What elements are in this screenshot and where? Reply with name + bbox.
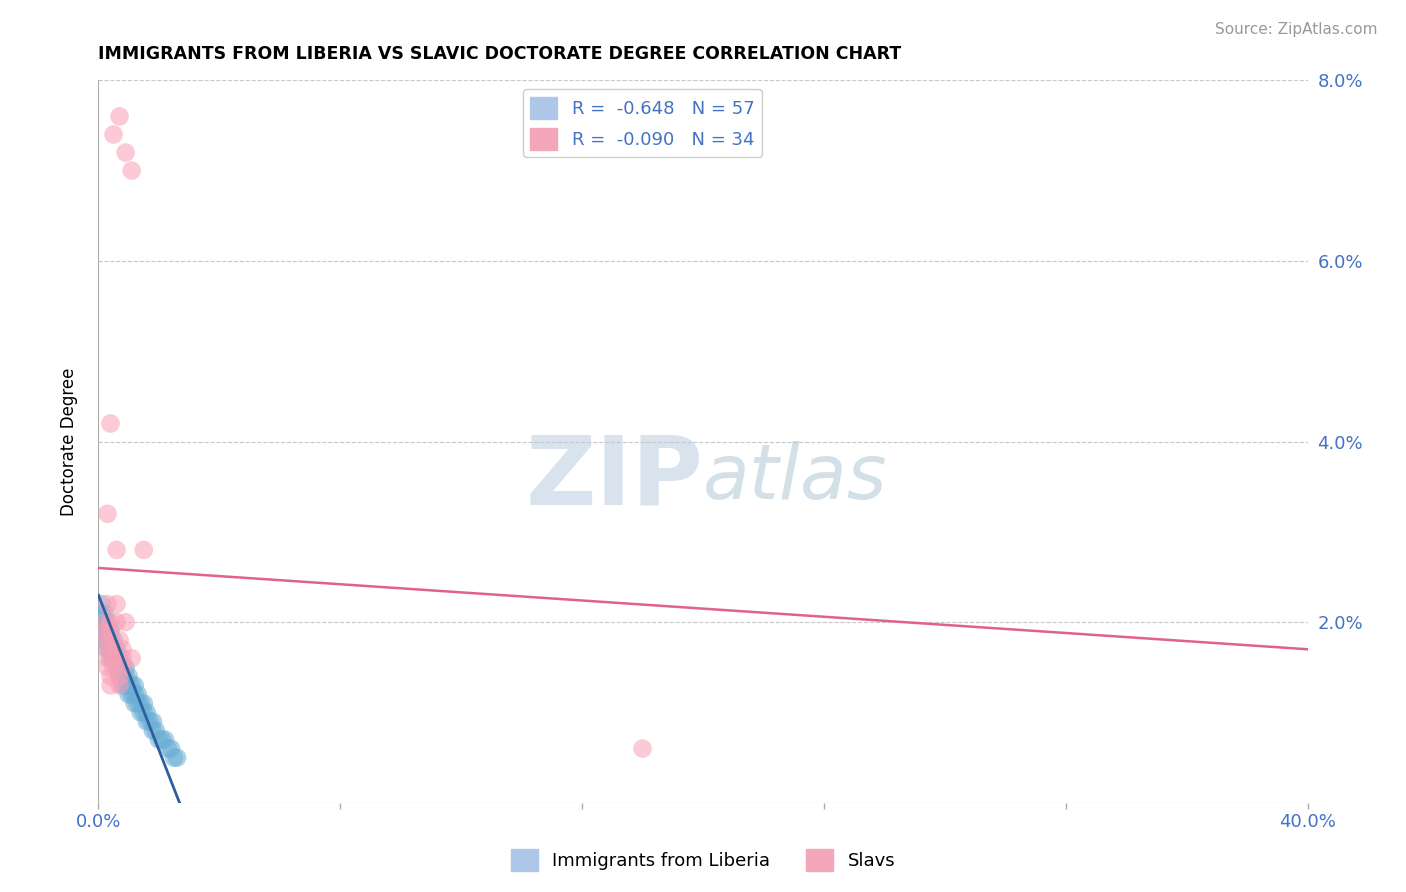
Point (111, 660, 134, 674)
Legend: Immigrants from Liberia, Slavs: Immigrants from Liberia, Slavs (503, 842, 903, 879)
Point (118, 678, 141, 692)
Point (100, 624, 122, 639)
Point (96, 507, 118, 521)
Text: Source: ZipAtlas.com: Source: ZipAtlas.com (1215, 22, 1378, 37)
Point (93, 615, 115, 630)
Point (121, 651, 143, 665)
Point (90, 615, 112, 630)
Point (114, 669, 136, 683)
Point (163, 750, 186, 764)
Point (132, 706, 155, 720)
Point (124, 678, 146, 692)
Point (148, 732, 170, 747)
Point (96, 642, 118, 657)
Point (105, 642, 128, 657)
Point (111, 669, 134, 683)
Point (114, 678, 136, 692)
Point (108, 669, 131, 683)
Point (111, 642, 134, 657)
Point (100, 651, 122, 665)
Point (108, 109, 131, 123)
Point (93, 606, 115, 620)
Text: atlas: atlas (703, 441, 887, 515)
Point (93, 633, 115, 648)
Point (142, 723, 165, 738)
Point (90, 606, 112, 620)
Point (96, 633, 118, 648)
Point (132, 697, 155, 711)
Point (121, 163, 143, 178)
Point (129, 697, 152, 711)
Point (124, 697, 146, 711)
Point (156, 741, 179, 756)
Point (105, 542, 128, 557)
Point (96, 615, 118, 630)
Point (100, 633, 122, 648)
Point (124, 687, 146, 701)
Point (114, 660, 136, 674)
Point (103, 651, 125, 665)
Point (105, 597, 128, 611)
Point (96, 597, 118, 611)
Text: ZIP: ZIP (524, 431, 703, 524)
Point (145, 723, 167, 738)
Point (135, 706, 157, 720)
Point (100, 624, 122, 639)
Point (153, 732, 176, 747)
Point (114, 145, 136, 160)
Point (93, 624, 115, 639)
Point (108, 651, 131, 665)
Point (118, 687, 141, 701)
Point (100, 417, 122, 431)
Point (166, 750, 188, 764)
Point (103, 128, 125, 142)
Text: IMMIGRANTS FROM LIBERIA VS SLAVIC DOCTORATE DEGREE CORRELATION CHART: IMMIGRANTS FROM LIBERIA VS SLAVIC DOCTOR… (98, 45, 901, 63)
Point (100, 678, 122, 692)
Point (135, 714, 157, 729)
Point (121, 687, 143, 701)
Point (118, 669, 141, 683)
Point (100, 669, 122, 683)
Point (139, 714, 162, 729)
Point (127, 697, 149, 711)
Point (108, 678, 131, 692)
Point (96, 660, 118, 674)
Point (96, 642, 118, 657)
Point (103, 642, 125, 657)
Y-axis label: Doctorate Degree: Doctorate Degree (59, 368, 77, 516)
Point (127, 687, 149, 701)
Point (121, 678, 143, 692)
Point (114, 615, 136, 630)
Point (96, 624, 118, 639)
Point (100, 642, 122, 657)
Point (160, 741, 183, 756)
Point (90, 597, 112, 611)
Point (142, 714, 165, 729)
Point (111, 678, 134, 692)
Point (108, 669, 131, 683)
Point (108, 660, 131, 674)
Point (103, 642, 125, 657)
Point (132, 542, 155, 557)
Point (150, 732, 173, 747)
Point (100, 633, 122, 648)
Point (93, 633, 115, 648)
Point (105, 660, 128, 674)
Point (631, 741, 654, 756)
Point (111, 651, 134, 665)
Point (129, 706, 152, 720)
Point (111, 660, 134, 674)
Point (103, 660, 125, 674)
Legend: R =  -0.648   N = 57, R =  -0.090   N = 34: R = -0.648 N = 57, R = -0.090 N = 34 (523, 89, 762, 157)
Point (103, 651, 125, 665)
Point (96, 651, 118, 665)
Point (93, 615, 115, 630)
Point (105, 615, 128, 630)
Point (93, 624, 115, 639)
Point (108, 633, 131, 648)
Point (103, 633, 125, 648)
Point (105, 651, 128, 665)
Point (100, 615, 122, 630)
